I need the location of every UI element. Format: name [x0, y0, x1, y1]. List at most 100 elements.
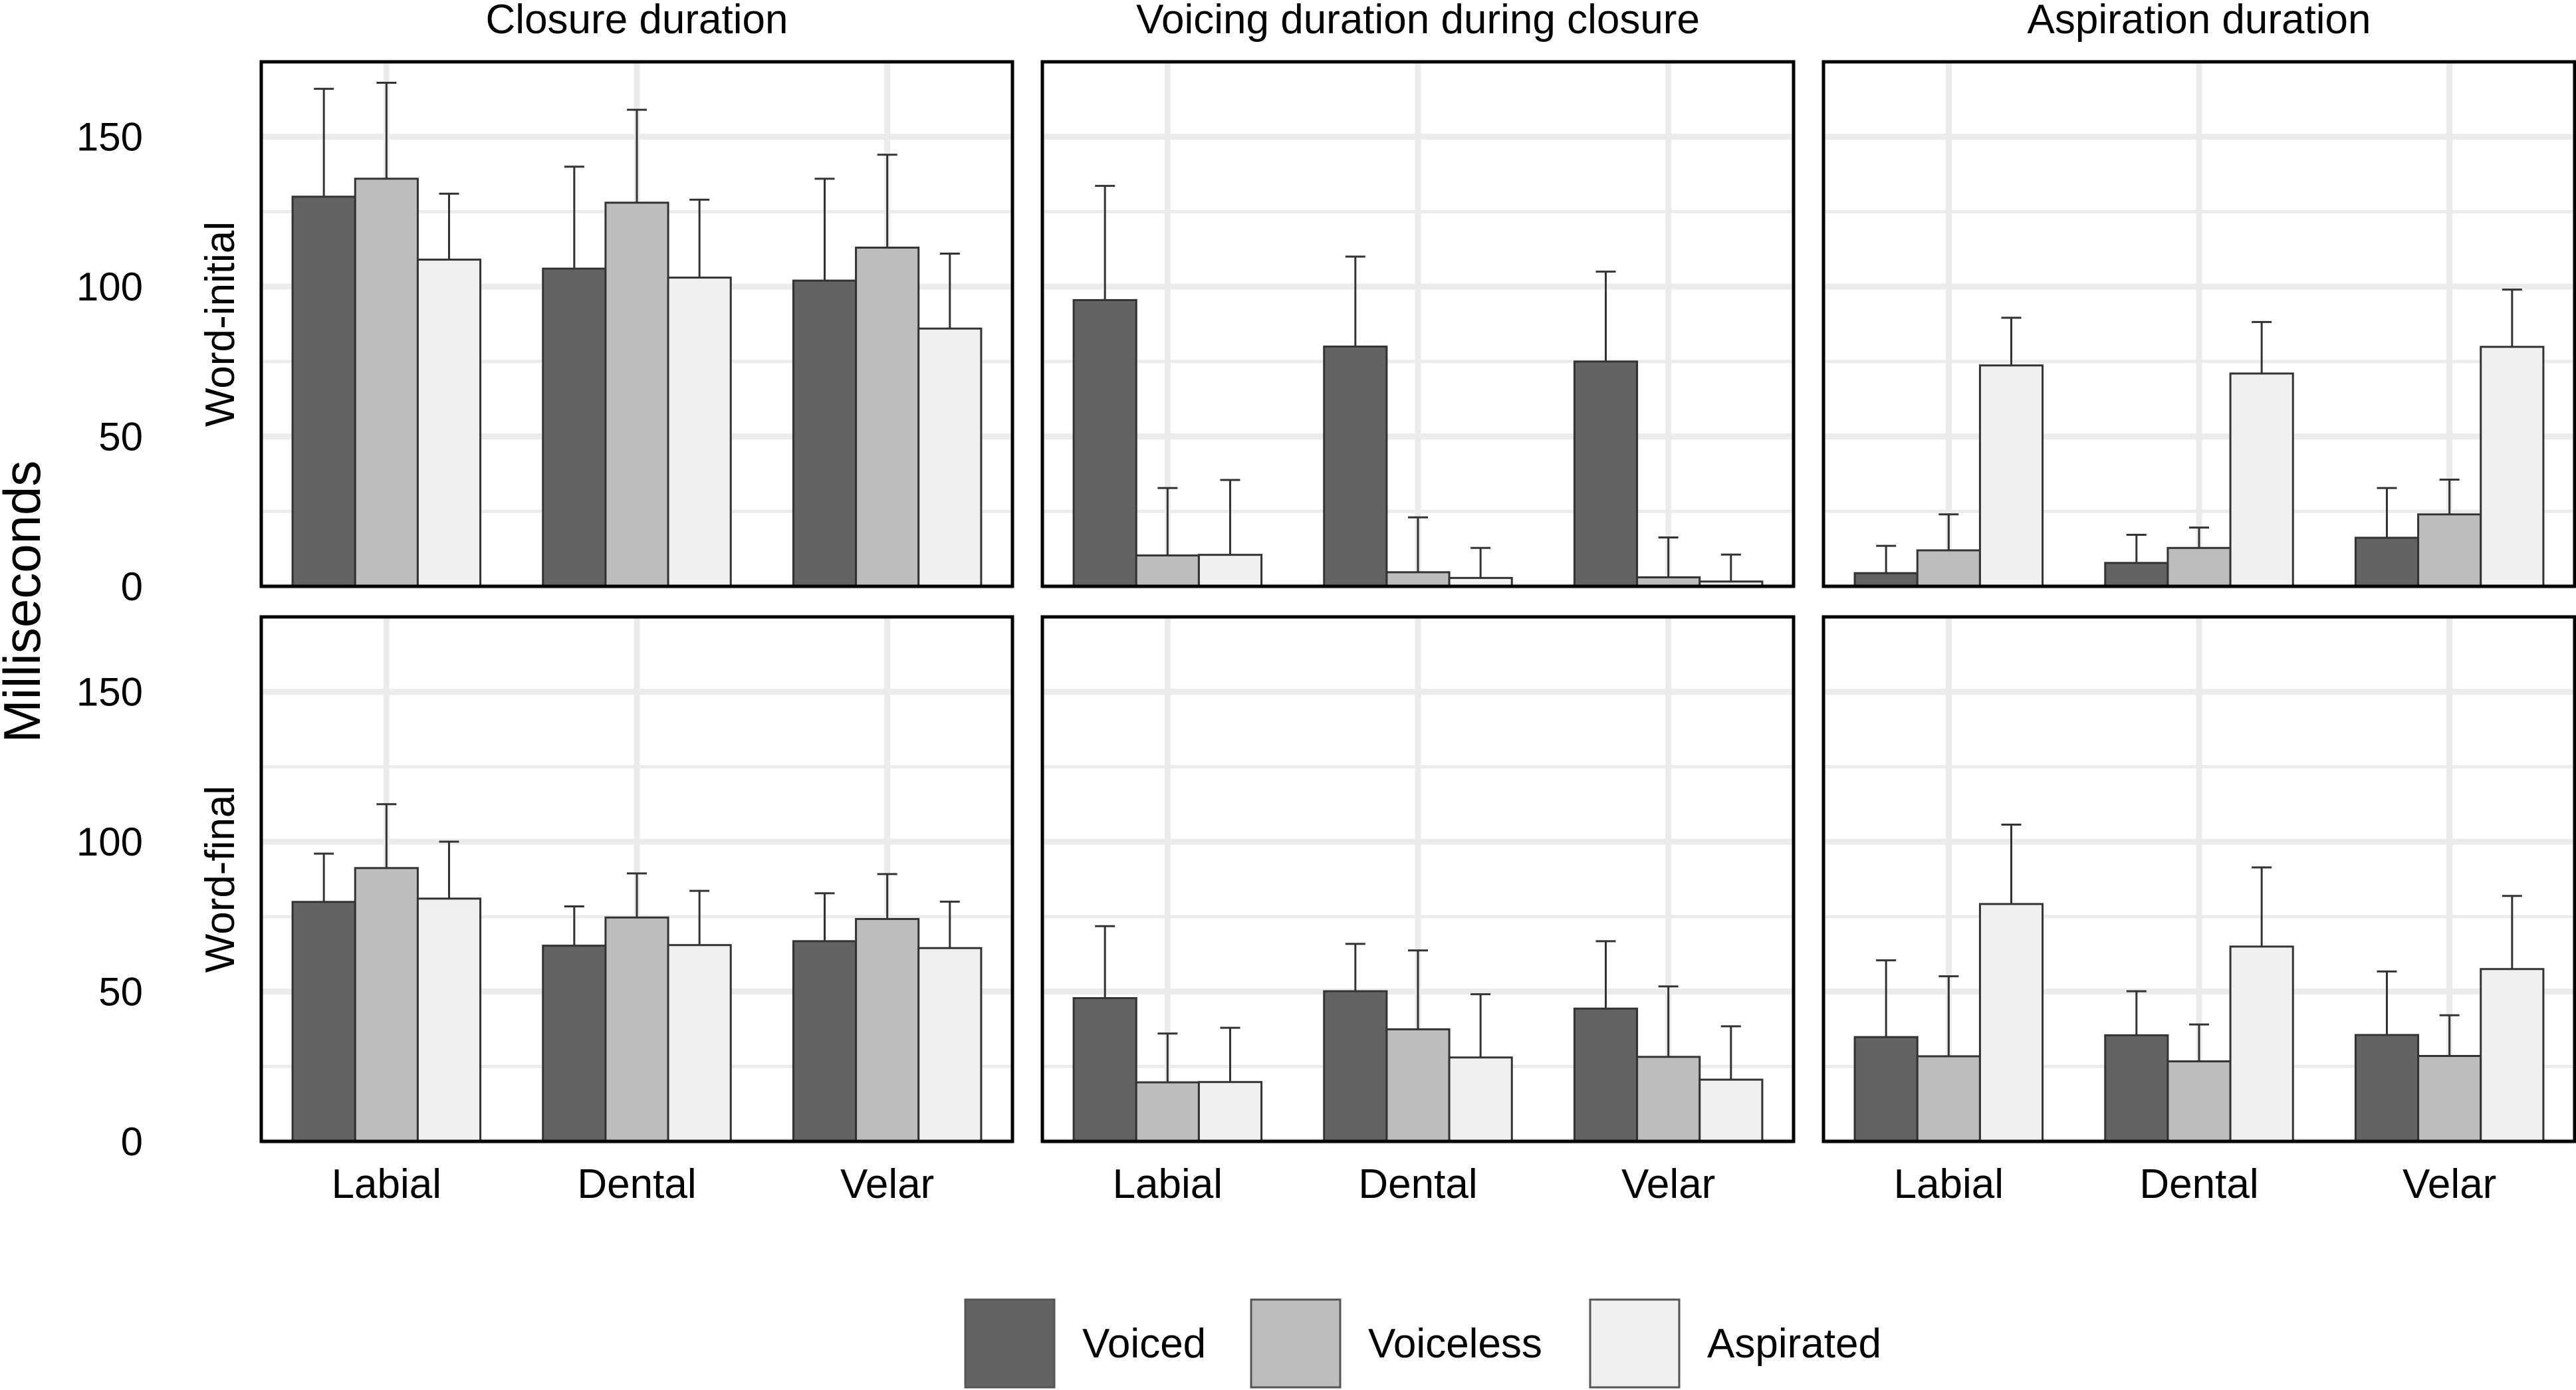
bar-aspirated-labial	[416, 259, 482, 588]
bar-voiced-velar	[792, 279, 858, 588]
panel-word-final-voicing-duration-during-closure	[1040, 615, 1796, 1145]
bar-voiceless-velar	[2417, 1055, 2482, 1143]
bar-voiced-velar	[792, 940, 858, 1143]
bar-voiceless-dental	[2166, 1060, 2232, 1143]
bar-voiced-labial	[1853, 572, 1919, 588]
bar-aspirated-dental	[667, 944, 732, 1143]
y-tick-label: 100	[76, 265, 143, 309]
legend-label-aspirated: Aspirated	[1707, 1321, 1881, 1367]
bar-aspirated-dental	[2229, 945, 2294, 1143]
bar-voiceless-dental	[604, 916, 669, 1143]
bar-aspirated-labial	[416, 897, 482, 1143]
x-tick-label-dental: Dental	[1358, 1161, 1477, 1207]
strip-label-aspiration-duration: Aspiration duration	[2028, 0, 2371, 43]
y-axis-title-group: Milliseconds	[0, 461, 51, 743]
bar-voiceless-dental	[604, 201, 669, 588]
x-tick-label-labial: Labial	[332, 1161, 441, 1207]
bar-voiceless-velar	[1636, 1056, 1701, 1143]
bar-voiced-dental	[542, 267, 607, 588]
bar-voiced-velar	[1573, 1007, 1639, 1143]
bar-aspirated-dental	[1448, 1056, 1513, 1143]
row-label-word-initial: Word-initial	[197, 221, 243, 427]
panel-word-final-aspiration-duration	[1821, 615, 2576, 1145]
legend: Voiced Voiceless Aspirated	[964, 1298, 1881, 1389]
legend-label-voiceless: Voiceless	[1368, 1321, 1542, 1367]
bar-aspirated-dental	[2229, 372, 2294, 588]
y-tick-label: 50	[98, 970, 143, 1014]
x-tick-label-dental: Dental	[577, 1161, 696, 1207]
panel-word-final-closure-duration	[259, 615, 1014, 1145]
y-tick-label: 150	[76, 670, 143, 715]
y-tick-labels: 0 50 100 150 0 50 100 150	[76, 115, 143, 1164]
x-tick-label-velar: Velar	[1621, 1161, 1715, 1207]
x-tick-label-labial: Labial	[1894, 1161, 2004, 1207]
y-tick-label: 50	[98, 415, 143, 459]
y-axis-title: Milliseconds	[0, 461, 51, 743]
bar-voiceless-dental	[2166, 546, 2232, 588]
bar-aspirated-velar	[917, 327, 983, 588]
panels	[259, 60, 2576, 1145]
y-tick-label: 0	[121, 1119, 143, 1164]
bar-aspirated-labial	[1197, 554, 1263, 588]
legend-swatch-voiced	[964, 1298, 1056, 1389]
bar-voiced-dental	[1323, 345, 1388, 588]
x-tick-label-dental: Dental	[2139, 1161, 2258, 1207]
bar-voiced-velar	[1573, 360, 1639, 588]
x-tick-label-velar: Velar	[840, 1161, 934, 1207]
legend-swatch-voiceless	[1250, 1298, 1342, 1389]
panel-border	[1821, 615, 2576, 1143]
panel-border	[1040, 60, 1796, 588]
bar-aspirated-labial	[1978, 364, 2044, 588]
bar-voiceless-labial	[354, 867, 419, 1143]
bar-aspirated-labial	[1978, 903, 2044, 1143]
panel-border	[259, 615, 1014, 1143]
x-tick-label-velar: Velar	[2402, 1161, 2496, 1207]
bar-voiceless-velar	[2417, 513, 2482, 588]
bar-voiced-labial	[1853, 1036, 1919, 1143]
bar-voiced-labial	[1072, 996, 1137, 1143]
panel-border	[1040, 615, 1796, 1143]
bar-aspirated-velar	[917, 947, 983, 1143]
bar-voiced-velar	[2354, 536, 2420, 588]
panel-word-initial-aspiration-duration	[1821, 60, 2576, 590]
row-label-word-final: Word-final	[197, 786, 243, 973]
bar-voiced-dental	[542, 945, 607, 1143]
bar-aspirated-velar	[2480, 968, 2545, 1143]
bar-voiced-labial	[291, 901, 356, 1143]
x-tick-label-labial: Labial	[1113, 1161, 1223, 1207]
bar-voiceless-velar	[855, 917, 920, 1143]
bar-voiced-dental	[1323, 990, 1388, 1143]
bar-voiced-dental	[2104, 562, 2169, 588]
bar-aspirated-velar	[2480, 346, 2545, 588]
y-tick-label: 100	[76, 820, 143, 864]
bar-aspirated-velar	[1698, 1078, 1764, 1143]
x-tick-labels: Labial Dental Velar Labial Dental Velar Labial…	[332, 1161, 2497, 1207]
panel-border	[259, 60, 1014, 588]
panel-word-initial-voicing-duration-during-closure	[1040, 60, 1796, 590]
row-labels: Word-initial Word-final	[197, 221, 243, 973]
panel-word-initial-closure-duration	[259, 60, 1014, 590]
bar-voiceless-labial	[1135, 1081, 1200, 1143]
bar-voiceless-dental	[1385, 571, 1451, 588]
bar-voiceless-velar	[855, 247, 920, 588]
panel-border	[1821, 60, 2576, 588]
bar-voiceless-labial	[1135, 554, 1200, 588]
bar-voiced-labial	[1072, 298, 1137, 588]
y-tick-label: 0	[121, 564, 143, 609]
bar-voiced-dental	[2104, 1034, 2169, 1143]
legend-label-voiced: Voiced	[1082, 1321, 1206, 1367]
strip-label-closure-duration: Closure duration	[486, 0, 788, 43]
bar-voiceless-dental	[1385, 1028, 1451, 1143]
bar-aspirated-labial	[1197, 1081, 1263, 1143]
bar-voiceless-labial	[354, 177, 419, 588]
column-strip-labels: Closure duration Voicing duration during …	[486, 0, 2371, 43]
bar-voiced-labial	[291, 195, 356, 588]
strip-label-voicing-duration-during-closure: Voicing duration during closure	[1136, 0, 1700, 43]
bar-voiceless-labial	[1916, 1055, 1981, 1143]
legend-swatch-aspirated	[1589, 1298, 1681, 1389]
bar-voiceless-labial	[1916, 549, 1981, 588]
bar-voiced-velar	[2354, 1034, 2420, 1143]
bar-aspirated-dental	[667, 277, 732, 588]
y-tick-label: 150	[76, 115, 143, 160]
